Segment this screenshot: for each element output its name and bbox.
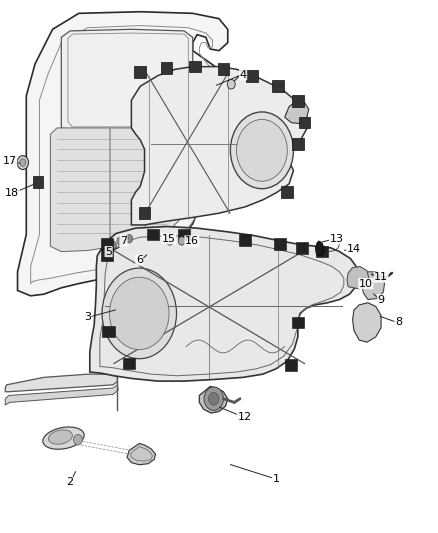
Polygon shape — [361, 272, 385, 300]
Ellipse shape — [43, 427, 84, 449]
Polygon shape — [5, 374, 117, 392]
FancyBboxPatch shape — [101, 238, 113, 250]
FancyBboxPatch shape — [139, 207, 150, 219]
Polygon shape — [199, 386, 228, 413]
Text: 9: 9 — [378, 295, 385, 304]
Text: 13: 13 — [329, 234, 343, 244]
FancyBboxPatch shape — [161, 62, 172, 74]
FancyBboxPatch shape — [123, 358, 135, 369]
Text: 7: 7 — [120, 236, 127, 246]
Polygon shape — [131, 67, 307, 225]
Circle shape — [117, 237, 124, 245]
FancyBboxPatch shape — [189, 61, 201, 72]
Circle shape — [227, 79, 235, 89]
Circle shape — [230, 112, 293, 189]
Text: 4: 4 — [240, 70, 247, 79]
Circle shape — [208, 392, 219, 405]
Ellipse shape — [49, 430, 72, 444]
Text: 5: 5 — [105, 247, 112, 256]
Circle shape — [17, 156, 28, 169]
Circle shape — [110, 241, 117, 249]
FancyBboxPatch shape — [274, 238, 286, 250]
FancyBboxPatch shape — [285, 359, 297, 371]
Text: 15: 15 — [162, 234, 176, 244]
FancyBboxPatch shape — [178, 229, 190, 240]
FancyBboxPatch shape — [292, 95, 304, 107]
Text: 2: 2 — [66, 478, 73, 487]
Text: 18: 18 — [5, 188, 19, 198]
Text: 12: 12 — [237, 412, 251, 422]
Polygon shape — [285, 100, 309, 124]
Polygon shape — [315, 241, 324, 256]
Circle shape — [126, 235, 133, 243]
FancyBboxPatch shape — [281, 186, 293, 198]
Circle shape — [20, 159, 26, 166]
FancyBboxPatch shape — [292, 138, 304, 150]
Text: 10: 10 — [359, 279, 373, 288]
Text: 14: 14 — [347, 245, 361, 254]
Polygon shape — [353, 303, 381, 342]
Circle shape — [166, 237, 173, 245]
Text: 17: 17 — [3, 156, 17, 166]
Circle shape — [102, 268, 177, 359]
FancyBboxPatch shape — [101, 249, 113, 261]
FancyBboxPatch shape — [296, 242, 308, 254]
FancyBboxPatch shape — [272, 80, 284, 92]
Circle shape — [74, 434, 82, 445]
Circle shape — [237, 119, 287, 181]
Circle shape — [178, 237, 185, 245]
Text: 3: 3 — [84, 312, 91, 322]
Text: 16: 16 — [185, 236, 199, 246]
Polygon shape — [50, 128, 191, 252]
Polygon shape — [127, 443, 155, 465]
FancyBboxPatch shape — [239, 234, 251, 246]
FancyBboxPatch shape — [147, 229, 159, 240]
Polygon shape — [347, 266, 369, 289]
Text: 6: 6 — [136, 255, 143, 265]
FancyBboxPatch shape — [102, 326, 115, 337]
Text: 1: 1 — [272, 474, 279, 483]
Text: 8: 8 — [395, 318, 402, 327]
FancyBboxPatch shape — [292, 317, 304, 328]
Polygon shape — [5, 385, 118, 405]
Polygon shape — [90, 227, 358, 381]
FancyBboxPatch shape — [134, 66, 146, 78]
Polygon shape — [18, 12, 232, 296]
Text: 11: 11 — [374, 272, 388, 282]
FancyBboxPatch shape — [299, 117, 310, 128]
FancyBboxPatch shape — [218, 63, 229, 75]
Polygon shape — [61, 29, 193, 129]
Circle shape — [110, 277, 169, 350]
FancyBboxPatch shape — [316, 246, 328, 257]
FancyBboxPatch shape — [246, 70, 258, 82]
FancyBboxPatch shape — [33, 176, 43, 188]
Circle shape — [204, 387, 223, 410]
